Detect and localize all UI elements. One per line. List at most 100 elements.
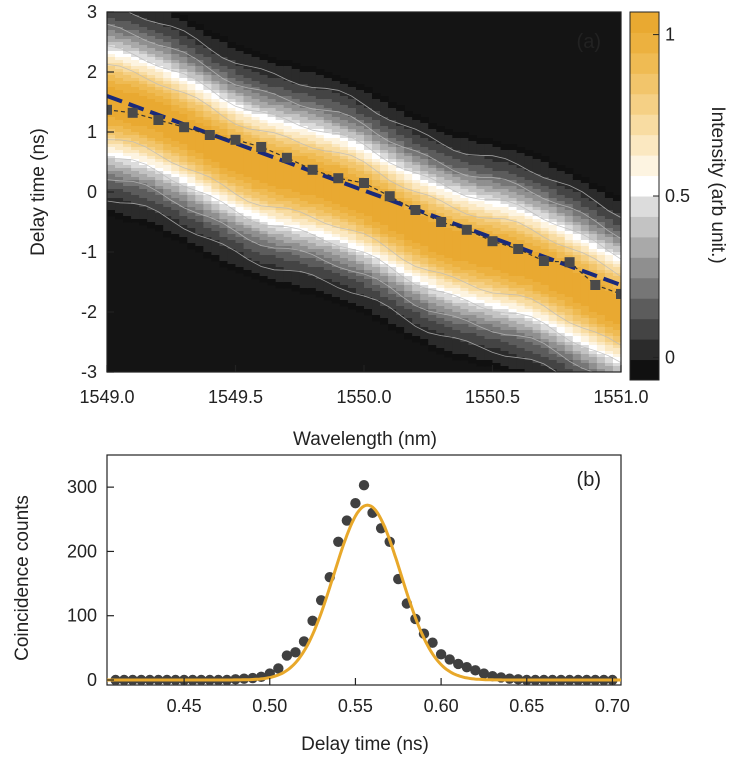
peak-marker — [513, 244, 524, 254]
heatmap-cell — [580, 255, 590, 259]
heatmap-cell — [347, 279, 357, 283]
heatmap-cell — [115, 147, 124, 151]
heatmap-cell — [267, 93, 277, 97]
heatmap-cell — [243, 48, 253, 52]
heatmap-cell — [163, 228, 172, 232]
heatmap-cell — [355, 279, 365, 283]
heatmap-cell — [604, 294, 614, 298]
heatmap-cell — [452, 309, 461, 313]
heatmap-cell — [147, 189, 156, 193]
heatmap-cell — [388, 216, 397, 220]
heatmap-cell — [307, 207, 317, 211]
heatmap-cell — [564, 330, 574, 334]
heatmap-cell — [564, 357, 574, 361]
heatmap-cell — [267, 255, 277, 259]
heatmap-cell — [420, 129, 429, 133]
heatmap-cell — [580, 258, 590, 262]
heatmap-cell — [227, 234, 237, 238]
heatmap-cell — [412, 192, 421, 196]
heatmap-cell — [556, 348, 566, 352]
heatmap-cell — [524, 300, 534, 304]
heatmap-cell — [227, 117, 237, 121]
heatmap-cell — [444, 165, 453, 169]
heatmap-cell — [500, 279, 510, 283]
heatmap-cell — [388, 147, 397, 151]
heatmap-cell — [508, 291, 518, 295]
heatmap-cell — [219, 234, 229, 238]
heatmap-cell — [131, 204, 140, 208]
heatmap-cell — [596, 330, 606, 334]
heatmap-cell — [596, 312, 606, 316]
heatmap-cell — [508, 315, 518, 319]
heatmap-cell — [187, 75, 196, 79]
heatmap-cell — [355, 270, 365, 274]
heatmap-cell — [179, 54, 188, 58]
heatmap-cell — [364, 294, 373, 298]
heatmap-cell — [179, 33, 188, 37]
heatmap-cell — [492, 255, 502, 259]
heatmap-cell — [532, 216, 542, 220]
heatmap-cell — [179, 84, 188, 88]
data-point — [307, 615, 318, 627]
heatmap-cell — [492, 267, 502, 271]
heatmap-cell — [412, 138, 421, 142]
heatmap-cell — [452, 336, 461, 340]
heatmap-cell — [524, 243, 534, 247]
heatmap-cell — [315, 135, 325, 139]
heatmap-cell — [107, 174, 116, 178]
heatmap-cell — [355, 135, 365, 139]
heatmap-cell — [171, 96, 180, 100]
heatmap-cell — [243, 255, 253, 259]
heatmap-cell — [484, 348, 494, 352]
heatmap-cell — [596, 360, 606, 364]
heatmap-cell — [315, 210, 325, 214]
heatmap-cell — [259, 174, 269, 178]
heatmap-cell — [444, 273, 453, 277]
heatmap-cell — [484, 318, 494, 322]
heatmap-cell — [588, 210, 598, 214]
heatmap-cell — [155, 165, 164, 169]
heatmap-cell — [532, 222, 542, 226]
heatmap-cell — [331, 231, 341, 235]
heatmap-cell — [219, 204, 229, 208]
heatmap-cell — [524, 159, 534, 163]
heatmap-cell — [251, 228, 261, 232]
heatmap-cell — [412, 294, 421, 298]
heatmap-cell — [372, 207, 381, 211]
heatmap-cell — [259, 264, 269, 268]
heatmap-cell — [147, 174, 156, 178]
heatmap-cell — [163, 24, 172, 28]
heatmap-cell — [396, 156, 405, 160]
heatmap-cell — [331, 159, 341, 163]
heatmap-cell — [500, 150, 510, 154]
heatmap-cell — [219, 81, 229, 85]
heatmap-cell — [364, 285, 373, 289]
heatmap-cell — [147, 42, 156, 46]
heatmap-cell — [380, 135, 389, 139]
heatmap-cell — [380, 213, 389, 217]
heatmap-cell — [163, 18, 172, 22]
heatmap-cell — [452, 162, 461, 166]
heatmap-cell — [516, 261, 526, 265]
heatmap-cell — [484, 213, 494, 217]
heatmap-cell — [155, 12, 164, 16]
heatmap-cell — [436, 276, 445, 280]
heatmap-cell — [516, 186, 526, 190]
heatmap-cell — [508, 294, 518, 298]
heatmap-cell — [516, 192, 526, 196]
heatmap-cell — [364, 117, 373, 121]
heatmap-cell — [468, 144, 478, 148]
heatmap-cell — [235, 189, 245, 193]
heatmap-cell — [380, 297, 389, 301]
heatmap-cell — [516, 165, 526, 169]
heatmap-cell — [476, 333, 486, 337]
heatmap-cell — [259, 279, 269, 283]
heatmap-cell — [532, 186, 542, 190]
heatmap-cell — [115, 156, 124, 160]
heatmap-cell — [516, 315, 526, 319]
heatmap-cell — [331, 237, 341, 241]
heatmap-cell — [580, 237, 590, 241]
heatmap-cell — [540, 225, 550, 229]
heatmap-cell — [492, 234, 502, 238]
heatmap-cell — [396, 309, 405, 313]
